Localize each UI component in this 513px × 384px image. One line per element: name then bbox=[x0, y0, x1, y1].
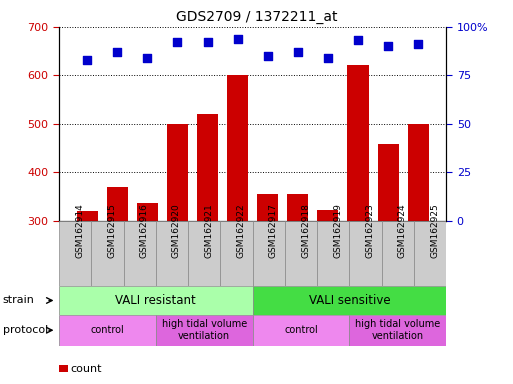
Text: control: control bbox=[90, 325, 124, 335]
Text: high tidal volume
ventilation: high tidal volume ventilation bbox=[162, 319, 247, 341]
Bar bbox=[227, 75, 248, 366]
FancyBboxPatch shape bbox=[285, 221, 317, 286]
FancyBboxPatch shape bbox=[382, 221, 414, 286]
Text: GSM162922: GSM162922 bbox=[236, 203, 246, 258]
Point bbox=[204, 39, 212, 45]
Point bbox=[324, 55, 332, 61]
Text: VALI sensitive: VALI sensitive bbox=[309, 294, 390, 307]
Bar bbox=[137, 203, 158, 366]
FancyBboxPatch shape bbox=[221, 221, 252, 286]
FancyBboxPatch shape bbox=[124, 221, 156, 286]
Bar bbox=[318, 210, 339, 366]
FancyBboxPatch shape bbox=[349, 315, 446, 346]
Bar bbox=[197, 114, 218, 366]
Point bbox=[293, 49, 302, 55]
Bar bbox=[257, 194, 278, 366]
Bar bbox=[107, 187, 128, 366]
FancyBboxPatch shape bbox=[349, 221, 382, 286]
FancyBboxPatch shape bbox=[156, 315, 252, 346]
Text: high tidal volume
ventilation: high tidal volume ventilation bbox=[356, 319, 441, 341]
Text: GSM162914: GSM162914 bbox=[75, 203, 84, 258]
FancyBboxPatch shape bbox=[156, 221, 188, 286]
FancyBboxPatch shape bbox=[414, 221, 446, 286]
Text: GSM162916: GSM162916 bbox=[140, 203, 149, 258]
Text: GSM162924: GSM162924 bbox=[398, 203, 407, 258]
Point bbox=[264, 53, 272, 59]
Text: VALI resistant: VALI resistant bbox=[115, 294, 196, 307]
FancyBboxPatch shape bbox=[317, 221, 349, 286]
Text: GSM162925: GSM162925 bbox=[430, 203, 439, 258]
Point bbox=[173, 39, 182, 45]
Bar bbox=[408, 124, 429, 366]
Text: count: count bbox=[70, 364, 102, 374]
Point bbox=[113, 49, 122, 55]
Text: GSM162921: GSM162921 bbox=[204, 203, 213, 258]
FancyBboxPatch shape bbox=[252, 286, 446, 315]
Point bbox=[414, 41, 422, 47]
Point bbox=[384, 43, 392, 50]
Bar bbox=[59, 365, 68, 372]
FancyBboxPatch shape bbox=[59, 286, 252, 315]
FancyBboxPatch shape bbox=[188, 221, 221, 286]
Text: GSM162915: GSM162915 bbox=[107, 203, 116, 258]
FancyBboxPatch shape bbox=[59, 221, 91, 286]
Text: GSM162923: GSM162923 bbox=[366, 203, 374, 258]
Point bbox=[143, 55, 151, 61]
Text: strain: strain bbox=[3, 295, 34, 306]
Text: GDS2709 / 1372211_at: GDS2709 / 1372211_at bbox=[176, 10, 337, 23]
Point bbox=[83, 57, 91, 63]
Point bbox=[233, 35, 242, 41]
FancyBboxPatch shape bbox=[59, 315, 156, 346]
Text: GSM162918: GSM162918 bbox=[301, 203, 310, 258]
FancyBboxPatch shape bbox=[252, 221, 285, 286]
Bar bbox=[287, 194, 308, 366]
Text: GSM162920: GSM162920 bbox=[172, 203, 181, 258]
Text: GSM162917: GSM162917 bbox=[269, 203, 278, 258]
FancyBboxPatch shape bbox=[91, 221, 124, 286]
Bar bbox=[76, 211, 97, 366]
Bar bbox=[347, 65, 368, 366]
Bar bbox=[378, 144, 399, 366]
Text: protocol: protocol bbox=[3, 325, 48, 335]
FancyBboxPatch shape bbox=[252, 315, 349, 346]
Text: GSM162919: GSM162919 bbox=[333, 203, 342, 258]
Bar bbox=[167, 124, 188, 366]
Text: control: control bbox=[284, 325, 318, 335]
Point bbox=[354, 37, 362, 43]
